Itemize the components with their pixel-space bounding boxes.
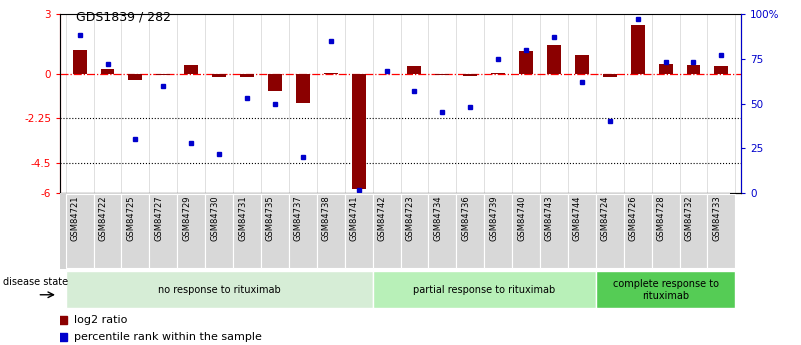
- Text: GSM84741: GSM84741: [350, 196, 359, 241]
- Text: GSM84730: GSM84730: [210, 196, 219, 241]
- Text: GSM84724: GSM84724: [601, 196, 610, 241]
- Bar: [596, 271, 735, 308]
- Bar: [686, 65, 700, 73]
- Bar: [66, 271, 372, 308]
- Text: GSM84721: GSM84721: [70, 196, 79, 241]
- Bar: [714, 66, 728, 73]
- Bar: [658, 64, 673, 73]
- Bar: [679, 194, 707, 268]
- Text: GSM84732: GSM84732: [685, 196, 694, 241]
- Bar: [73, 50, 87, 73]
- Bar: [380, 73, 393, 75]
- Text: GSM84740: GSM84740: [517, 196, 526, 241]
- Bar: [177, 194, 205, 268]
- Bar: [352, 73, 365, 189]
- Bar: [372, 194, 400, 268]
- Bar: [212, 73, 226, 77]
- Text: GSM84723: GSM84723: [405, 196, 414, 241]
- Bar: [485, 194, 512, 268]
- Text: GSM84722: GSM84722: [99, 196, 107, 241]
- Bar: [707, 194, 735, 268]
- Text: GSM84739: GSM84739: [489, 196, 498, 241]
- Bar: [652, 194, 679, 268]
- Text: GSM84742: GSM84742: [377, 196, 387, 241]
- Bar: [400, 194, 429, 268]
- Bar: [316, 194, 344, 268]
- Text: GSM84728: GSM84728: [657, 196, 666, 241]
- Text: no response to rituximab: no response to rituximab: [158, 285, 280, 295]
- Bar: [149, 194, 177, 268]
- Text: partial response to rituximab: partial response to rituximab: [413, 285, 555, 295]
- Text: disease state: disease state: [3, 277, 69, 286]
- Bar: [463, 73, 477, 76]
- Text: GSM84727: GSM84727: [155, 196, 163, 241]
- Bar: [596, 194, 624, 268]
- Bar: [233, 194, 261, 268]
- Bar: [261, 194, 289, 268]
- Bar: [575, 55, 589, 73]
- Text: GDS1839 / 282: GDS1839 / 282: [76, 10, 171, 23]
- Text: GSM84734: GSM84734: [433, 196, 442, 241]
- Bar: [184, 65, 198, 73]
- Text: GSM84736: GSM84736: [461, 196, 470, 241]
- Text: GSM84743: GSM84743: [545, 196, 554, 241]
- Bar: [268, 73, 282, 90]
- Text: GSM84726: GSM84726: [629, 196, 638, 241]
- Bar: [122, 194, 149, 268]
- Text: complete response to
rituximab: complete response to rituximab: [613, 279, 718, 300]
- Bar: [603, 73, 617, 77]
- Bar: [568, 194, 596, 268]
- Text: GSM84738: GSM84738: [322, 196, 331, 241]
- Bar: [519, 51, 533, 73]
- Bar: [624, 194, 652, 268]
- Bar: [547, 45, 561, 73]
- Text: GSM84725: GSM84725: [127, 196, 135, 241]
- Text: log2 ratio: log2 ratio: [74, 315, 127, 325]
- Bar: [429, 194, 457, 268]
- Bar: [128, 73, 143, 80]
- Bar: [436, 73, 449, 75]
- Bar: [344, 194, 372, 268]
- Text: GSM84744: GSM84744: [573, 196, 582, 241]
- Bar: [457, 194, 485, 268]
- Text: GSM84731: GSM84731: [238, 196, 247, 241]
- Text: GSM84735: GSM84735: [266, 196, 275, 241]
- Bar: [240, 73, 254, 77]
- Bar: [408, 66, 421, 73]
- Bar: [94, 194, 122, 268]
- Text: GSM84737: GSM84737: [294, 196, 303, 241]
- Bar: [289, 194, 316, 268]
- Bar: [512, 194, 540, 268]
- Text: GSM84733: GSM84733: [712, 196, 722, 241]
- Text: GSM84729: GSM84729: [182, 196, 191, 241]
- Bar: [296, 73, 310, 102]
- Bar: [540, 194, 568, 268]
- Bar: [156, 73, 171, 75]
- Bar: [630, 25, 645, 73]
- Text: percentile rank within the sample: percentile rank within the sample: [74, 333, 262, 342]
- Bar: [372, 271, 596, 308]
- Bar: [205, 194, 233, 268]
- Bar: [101, 69, 115, 73]
- Bar: [66, 194, 94, 268]
